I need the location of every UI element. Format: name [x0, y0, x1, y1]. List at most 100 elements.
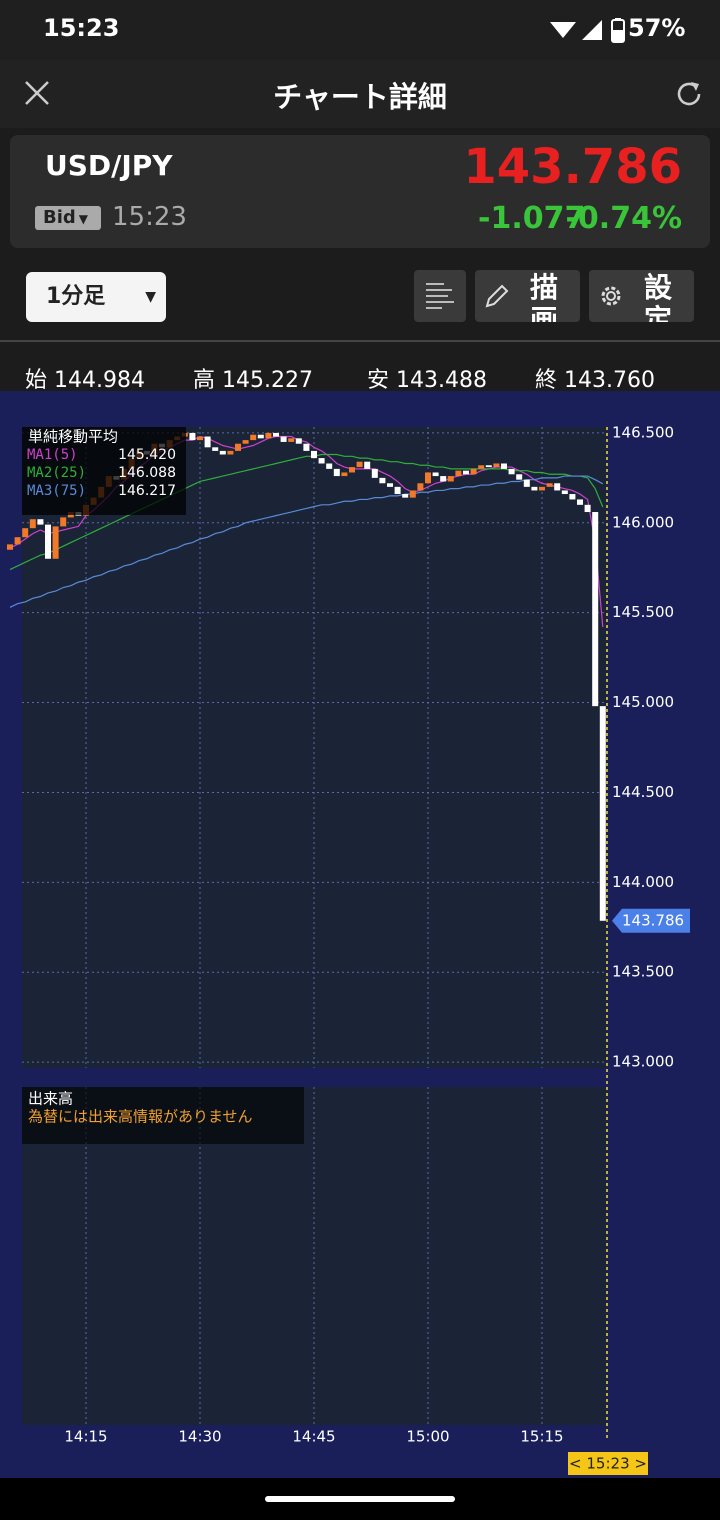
- draw-button[interactable]: 描画: [475, 270, 580, 322]
- candle: [394, 486, 401, 495]
- candle: [273, 432, 279, 437]
- ma-line: [9, 453, 604, 571]
- settings-label: 設定: [644, 271, 673, 323]
- x-tick-label: 14:30: [178, 1428, 221, 1446]
- candle: [257, 434, 264, 439]
- candle: [303, 443, 310, 451]
- x-tick-label: 14:15: [64, 1428, 107, 1446]
- price-type: Bid: [43, 207, 76, 228]
- candle: [425, 472, 431, 484]
- cursor-time[interactable]: < 15:23 >: [569, 1455, 647, 1473]
- candle: [197, 436, 203, 441]
- candle: [387, 483, 393, 487]
- candle: [326, 463, 333, 469]
- candle: [432, 472, 439, 477]
- legend-value: 146.217: [118, 483, 176, 499]
- candle: [219, 450, 226, 455]
- y-tick-label: 145.500: [612, 603, 674, 621]
- refresh-button[interactable]: [675, 79, 705, 109]
- gear-icon: [601, 286, 621, 306]
- app-header: チャート詳細: [0, 60, 720, 128]
- candle: [478, 465, 485, 469]
- legend-box: [22, 427, 186, 515]
- y-tick-label: 143.000: [612, 1053, 674, 1071]
- candle: [546, 483, 553, 487]
- volume-title: 出来高: [28, 1090, 73, 1108]
- candle: [356, 461, 363, 468]
- timeframe: 1分足: [46, 284, 106, 309]
- candle: [577, 499, 583, 505]
- candle: [539, 486, 545, 491]
- ma-line: [9, 475, 604, 608]
- candle: [417, 483, 424, 491]
- x-tick-label: 15:15: [520, 1428, 563, 1446]
- candle: [531, 486, 538, 491]
- candle: [45, 524, 51, 559]
- candle: [14, 537, 21, 545]
- settings-button[interactable]: 設定: [589, 270, 694, 322]
- candle: [7, 544, 13, 550]
- legend-name: MA1(5): [27, 447, 78, 463]
- candle: [60, 517, 67, 527]
- signal-icons: [550, 20, 602, 40]
- candle: [516, 474, 523, 480]
- candle: [485, 465, 492, 468]
- x-tick-label: 14:45: [292, 1428, 335, 1446]
- candle: [371, 468, 378, 478]
- candle: [189, 432, 196, 441]
- candle: [364, 461, 371, 469]
- candle: [204, 436, 211, 448]
- indicator-button[interactable]: [414, 270, 466, 322]
- legend-title: 単純移動平均: [28, 428, 118, 446]
- candle: [501, 463, 507, 469]
- symbol: USD/JPY: [45, 149, 173, 182]
- battery-icon: [611, 18, 625, 43]
- y-tick-label: 146.500: [612, 423, 674, 441]
- ohlc-label: 終: [535, 368, 558, 393]
- y-tick-label: 143.500: [612, 963, 674, 981]
- candle: [455, 470, 462, 477]
- candle: [599, 706, 606, 921]
- page-title: チャート詳細: [273, 80, 447, 114]
- last-price-tag: [612, 908, 690, 933]
- change-percent: -0.74%: [565, 201, 682, 236]
- ohlc-row: 始 144.984 高 145.227 安 143.488 終 143.760: [0, 362, 720, 393]
- candle: [447, 476, 454, 482]
- candle: [212, 447, 219, 451]
- y-tick-label: 145.000: [612, 693, 674, 711]
- timeframe-select[interactable]: 1分足 ▼: [26, 272, 166, 322]
- candle: [493, 463, 500, 468]
- candle: [584, 504, 591, 513]
- candle: [402, 494, 409, 498]
- candle: [554, 483, 561, 491]
- close-button[interactable]: [24, 80, 50, 106]
- candle: [463, 470, 469, 475]
- ohlc-value: 143.488: [396, 368, 487, 393]
- quote-time: 15:23: [112, 202, 187, 232]
- ohlc-value: 144.984: [54, 368, 145, 393]
- candle: [22, 528, 29, 538]
- legend-name: MA3(75): [27, 483, 86, 499]
- ohlc-label: 安: [367, 368, 390, 393]
- status-bar: 15:23 57%: [0, 0, 720, 60]
- pencil-icon: [485, 284, 509, 308]
- candle: [470, 468, 477, 475]
- candle: [280, 436, 287, 442]
- candle: [311, 450, 317, 459]
- candle: [37, 519, 44, 525]
- price-type-select[interactable]: Bid ▼: [35, 206, 101, 230]
- candle: [227, 450, 234, 455]
- y-tick-label: 144.500: [612, 783, 674, 801]
- candle: [508, 468, 515, 475]
- ohlc-value: 143.760: [564, 368, 655, 393]
- chart: 単純移動平均 出来高 為替には出来高情報がありません < 15:23 > 146…: [0, 391, 720, 1478]
- candle: [242, 440, 249, 444]
- y-tick-label: 144.000: [612, 873, 674, 891]
- nav-bar: [0, 1478, 720, 1520]
- legend-value: 145.420: [118, 447, 176, 463]
- home-indicator[interactable]: [265, 1496, 455, 1502]
- volume-message: 為替には出来高情報がありません: [28, 1108, 253, 1126]
- candle: [295, 438, 302, 444]
- battery-level: 57%: [628, 14, 686, 42]
